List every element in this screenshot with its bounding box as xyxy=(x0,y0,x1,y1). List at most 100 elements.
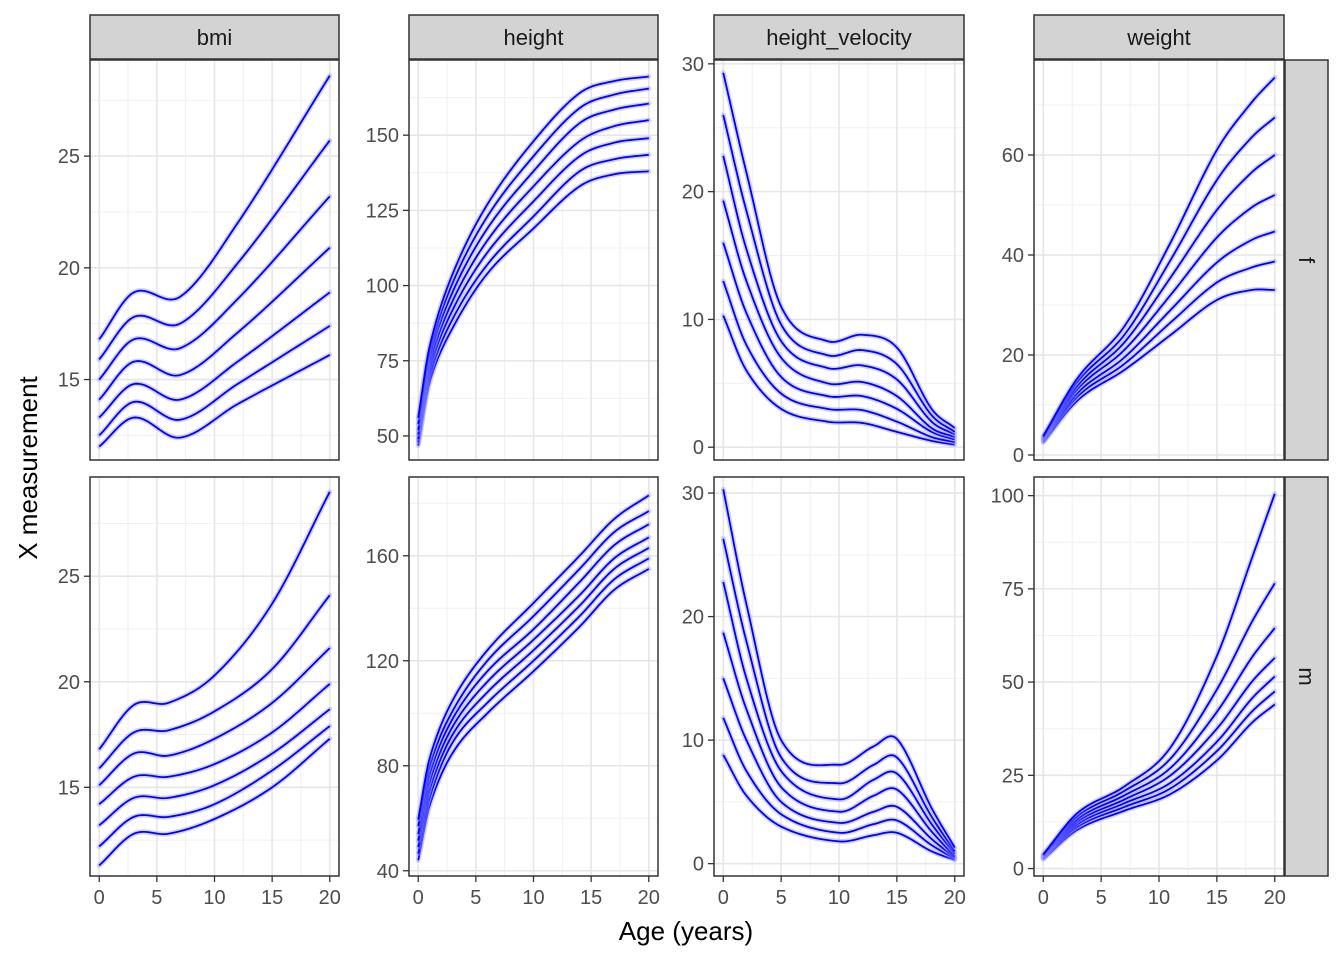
centile-line xyxy=(1042,116,1276,438)
centile-line xyxy=(98,139,331,360)
centile-line xyxy=(417,536,650,841)
y-tick-label: 20 xyxy=(682,182,704,204)
x-tick-label: 0 xyxy=(1038,887,1049,909)
centile-line xyxy=(417,137,649,440)
x-tick-label: 0 xyxy=(718,887,729,909)
y-tick-label: 125 xyxy=(366,200,399,222)
centile-line xyxy=(722,72,956,429)
centile-line xyxy=(417,523,650,835)
y-tick-label: 30 xyxy=(682,54,704,76)
panel-border xyxy=(713,59,965,461)
y-tick-label: 160 xyxy=(366,546,399,568)
centile-line xyxy=(417,547,650,848)
panel-height_velocity-m: 0 10 20 30 0 5 10 15 20 xyxy=(682,476,966,909)
y-tick-label: 25 xyxy=(58,146,80,168)
y-tick-label: 75 xyxy=(1002,579,1024,601)
x-tick-label: 20 xyxy=(638,887,660,909)
panel-weight-f: 0 20 40 60 xyxy=(1002,59,1285,467)
x-tick-label: 20 xyxy=(1264,887,1286,909)
centile-line xyxy=(722,315,955,446)
facet-strip-height_velocity xyxy=(713,14,965,60)
centile-line xyxy=(98,291,331,419)
x-tick-label: 10 xyxy=(1148,887,1170,909)
facet-strip-label: weight xyxy=(1126,25,1191,50)
centile-line xyxy=(98,195,331,381)
centile-line xyxy=(1042,260,1275,442)
centile-line xyxy=(722,489,956,849)
y-tick-label: 0 xyxy=(693,854,704,876)
centile-line xyxy=(98,647,331,786)
panel-height_velocity-f: 0 10 20 30 xyxy=(682,54,965,461)
facet-strip-m xyxy=(1284,476,1329,877)
centile-line xyxy=(1042,582,1276,856)
x-tick-label: 15 xyxy=(1206,887,1228,909)
y-tick-label: 10 xyxy=(682,730,704,752)
centile-line xyxy=(1042,76,1276,437)
centile-line xyxy=(1042,657,1276,858)
centile-line xyxy=(722,114,956,433)
y-tick-label: 20 xyxy=(1002,345,1024,367)
centile-line xyxy=(1042,690,1276,859)
centile-line xyxy=(722,717,956,860)
y-tick-label: 15 xyxy=(58,777,80,799)
facet-strip-label: height_velocity xyxy=(766,25,912,50)
centile-line xyxy=(98,725,331,848)
panel-height-m: 40 80 120 160 0 5 10 15 20 xyxy=(366,476,660,909)
y-tick-label: 60 xyxy=(1002,145,1024,167)
x-tick-label: 15 xyxy=(261,887,283,909)
centile-line xyxy=(722,155,956,436)
x-tick-label: 10 xyxy=(828,887,850,909)
centile-line xyxy=(722,632,956,857)
facet-strip-label: f xyxy=(1294,257,1319,264)
y-tick-label: 80 xyxy=(377,756,399,778)
y-tick-label: 25 xyxy=(1002,765,1024,787)
y-tick-label: 20 xyxy=(682,607,704,629)
centile-line xyxy=(98,354,331,448)
centile-line xyxy=(417,568,650,861)
centile-line xyxy=(722,754,956,861)
x-tick-label: 5 xyxy=(470,887,481,909)
x-tick-label: 15 xyxy=(580,887,602,909)
centile-line xyxy=(1042,288,1275,444)
panel-weight-m: 0 25 50 75 100 0 5 10 15 20 xyxy=(991,476,1286,909)
y-tick-label: 0 xyxy=(1013,445,1024,467)
y-tick-label: 120 xyxy=(366,651,399,673)
x-tick-label: 20 xyxy=(319,887,341,909)
centile-line xyxy=(417,119,649,435)
centile-line xyxy=(98,325,331,437)
y-tick-label: 25 xyxy=(58,566,80,588)
y-axis-title: X measurement xyxy=(13,375,43,559)
x-tick-label: 0 xyxy=(94,887,105,909)
y-tick-label: 15 xyxy=(58,370,80,392)
y-tick-label: 30 xyxy=(682,483,704,505)
panel-border xyxy=(408,59,659,461)
centile-line xyxy=(1042,194,1276,440)
centile-line xyxy=(1042,493,1276,855)
x-tick-label: 20 xyxy=(944,887,966,909)
centile-line xyxy=(98,491,331,750)
centile-line xyxy=(1042,230,1276,441)
centile-line xyxy=(722,581,956,855)
panel-border xyxy=(1033,59,1285,461)
y-tick-label: 10 xyxy=(682,309,704,331)
y-tick-label: 0 xyxy=(1013,859,1024,881)
centile-line xyxy=(1042,154,1276,439)
y-tick-label: 150 xyxy=(366,125,399,147)
centile-line xyxy=(1042,627,1276,857)
facet-strip-label: height xyxy=(504,25,564,50)
centile-line xyxy=(1042,675,1276,859)
centile-line xyxy=(98,75,331,340)
centile-line xyxy=(722,280,955,443)
centile-line xyxy=(417,153,649,443)
x-tick-label: 5 xyxy=(1096,887,1107,909)
x-tick-label: 5 xyxy=(776,887,787,909)
x-axis-title: Age (years) xyxy=(619,916,753,946)
facet-strip-f xyxy=(1284,59,1329,461)
centile-line xyxy=(722,242,956,441)
panel-border xyxy=(89,59,340,461)
y-tick-label: 50 xyxy=(1002,672,1024,694)
centile-line xyxy=(98,683,331,805)
y-tick-label: 50 xyxy=(377,426,399,448)
